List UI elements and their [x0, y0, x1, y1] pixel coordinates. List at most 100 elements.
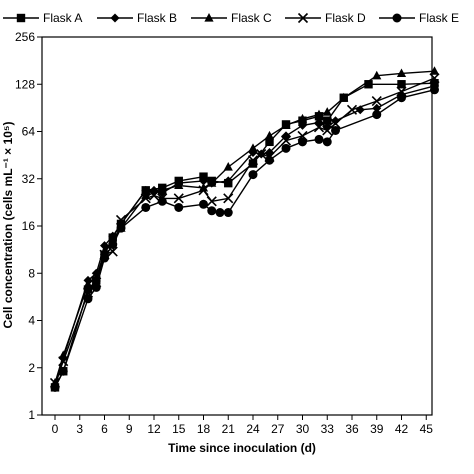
y-tick-label: 256 [15, 30, 35, 44]
x-tick-label: 36 [345, 422, 359, 436]
data-point-flask-c [174, 180, 184, 190]
data-point-flask-e [58, 366, 68, 376]
data-point-flask-a [397, 80, 406, 89]
data-point-flask-c [322, 107, 332, 116]
data-point-flask-d [173, 193, 184, 204]
x-tick-label: 3 [76, 422, 83, 436]
data-point-flask-c [339, 92, 349, 102]
data-point-flask-e [265, 155, 274, 165]
data-point-flask-c [281, 120, 291, 129]
data-point-flask-d [223, 193, 234, 204]
data-point-flask-c [83, 279, 93, 288]
legend-label: Flask D [325, 11, 366, 25]
x-tick-label: 24 [246, 422, 260, 436]
legend-label: Flask A [43, 11, 82, 25]
x-tick-label: 39 [370, 422, 384, 436]
y-axis: 1 2 4 8 16 32 64 128 256 [15, 30, 42, 422]
legend-item-flask-e: Flask E [379, 11, 459, 25]
data-point-flask-d [280, 135, 292, 146]
data-point-flask-e [430, 85, 439, 95]
data-point-flask-e [281, 143, 291, 153]
y-tick-label: 64 [22, 125, 36, 139]
y-tick-label: 128 [15, 77, 35, 91]
legend: Flask A Flask B Flask C Flask D Flask E [3, 11, 459, 25]
legend-label: Flask C [231, 11, 272, 25]
legend-marker-flask-a [16, 13, 26, 23]
data-point-flask-d [198, 185, 209, 196]
data-point-flask-a [248, 159, 258, 168]
series-flask-a [50, 78, 439, 392]
data-point-flask-e [298, 137, 307, 147]
data-point-flask-e [199, 199, 208, 209]
data-point-flask-e [141, 202, 151, 212]
legend-marker-flask-c [204, 13, 214, 22]
y-tick-label: 4 [28, 314, 35, 328]
data-point-flask-d [140, 193, 151, 204]
data-point-flask-b [322, 122, 332, 132]
data-point-flask-b [372, 103, 382, 113]
data-point-flask-e [215, 208, 225, 218]
x-tick-label: 30 [296, 422, 310, 436]
data-point-flask-d [256, 148, 267, 160]
data-point-flask-d [148, 190, 160, 201]
data-point-flask-b [141, 185, 151, 195]
data-point-flask-d [206, 196, 217, 207]
data-point-flask-d [330, 118, 341, 129]
data-point-flask-a [265, 137, 274, 147]
series-line-flask-d [54, 77, 435, 384]
data-point-flask-c [264, 130, 275, 140]
x-tick-label: 18 [197, 422, 211, 436]
legend-item-flask-b: Flask B [97, 11, 177, 25]
data-point-flask-c [297, 113, 308, 123]
legend-marker-flask-e [392, 13, 402, 23]
data-point-flask-e [91, 282, 101, 292]
data-point-flask-c [248, 143, 258, 152]
data-point-flask-c [223, 162, 233, 171]
data-point-flask-d [313, 122, 325, 133]
data-point-flask-e [174, 202, 184, 212]
data-point-flask-e [248, 170, 258, 180]
legend-marker-flask-d [297, 12, 309, 24]
series-flask-d [49, 73, 440, 389]
data-point-flask-e [314, 134, 324, 144]
data-point-flask-e [207, 206, 217, 216]
legend-item-flask-c: Flask C [191, 11, 272, 25]
x-axis-title: Time since inoculation (d) [168, 441, 316, 455]
x-tick-label: 27 [271, 422, 285, 436]
y-tick-label: 8 [28, 266, 35, 280]
y-tick-label: 16 [22, 219, 36, 233]
data-point-flask-d [322, 125, 333, 136]
series-layer [49, 66, 440, 392]
data-point-flask-c [157, 185, 167, 194]
data-point-flask-e [108, 239, 118, 249]
plot-frame [41, 36, 433, 416]
x-tick-label: 0 [52, 422, 59, 436]
data-point-flask-e [100, 253, 109, 263]
data-point-flask-d [247, 155, 259, 166]
data-point-flask-b [223, 176, 233, 186]
data-point-flask-e [116, 223, 126, 233]
legend-marker-flask-b [110, 13, 120, 23]
data-point-flask-c [396, 68, 407, 78]
data-point-flask-e [331, 125, 340, 135]
plot-border [41, 36, 433, 416]
data-point-flask-c [372, 70, 382, 80]
legend-item-flask-d: Flask D [285, 11, 366, 25]
data-point-flask-c [207, 178, 217, 187]
data-point-flask-d [429, 73, 440, 84]
x-tick-label: 45 [420, 422, 434, 436]
data-point-flask-e [322, 137, 332, 147]
data-point-flask-e [223, 208, 233, 218]
data-point-flask-c [198, 182, 209, 192]
y-tick-label: 2 [28, 361, 35, 375]
data-point-flask-a [83, 285, 93, 294]
data-point-flask-d [371, 96, 382, 107]
data-point-flask-d [115, 214, 127, 225]
x-tick-label: 9 [126, 422, 133, 436]
data-point-flask-c [314, 109, 324, 119]
legend-item-flask-a: Flask A [3, 11, 82, 25]
x-tick-label: 42 [395, 422, 409, 436]
data-point-flask-e [372, 110, 382, 120]
legend-label: Flask E [419, 11, 459, 25]
